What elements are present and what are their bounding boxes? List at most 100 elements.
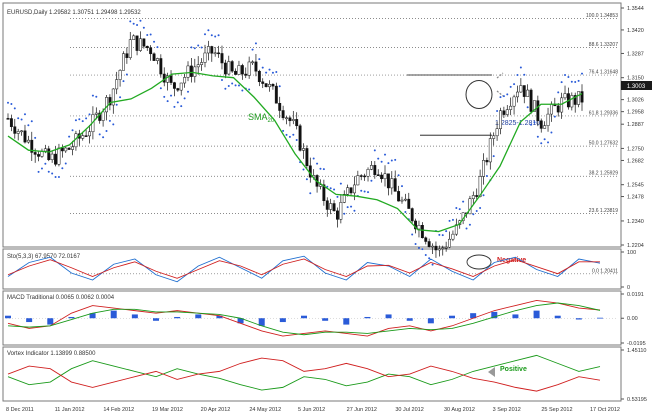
sar-dot: [292, 133, 295, 136]
sar-dot: [543, 138, 546, 141]
sar-dot: [234, 84, 237, 87]
macd-histogram-bar: [68, 316, 75, 319]
sar-dot: [533, 121, 536, 124]
sar-dot: [288, 135, 291, 138]
macd-histogram-bar: [406, 318, 413, 321]
sar-dot: [519, 66, 522, 69]
price-axis-label: 1.2545: [627, 183, 644, 189]
sar-dot: [329, 187, 332, 190]
candle-body: [471, 195, 475, 199]
fib-level-label: 50.0 1.27632: [589, 141, 618, 147]
positive-label: Positive: [500, 366, 527, 373]
macd-histogram-bar: [512, 314, 519, 319]
macd-macd-line: [7, 300, 601, 337]
sar-dot: [183, 97, 186, 100]
sar-dot: [438, 233, 441, 236]
sar-dot: [207, 29, 210, 32]
candle-body: [217, 52, 221, 55]
candle-body: [88, 131, 91, 137]
x-axis-label: 14 Feb 2012: [103, 407, 134, 413]
sar-dot: [322, 168, 325, 171]
candle-body: [125, 53, 129, 58]
candle-body: [278, 102, 282, 111]
sar-dot: [523, 73, 526, 76]
sar-dot: [458, 208, 461, 211]
macd-histogram-bar: [554, 315, 561, 319]
candle-body: [261, 81, 265, 84]
sar-dot: [176, 101, 179, 104]
candle-body: [108, 97, 112, 106]
sar-dot: [441, 234, 444, 237]
sar-dot: [465, 227, 468, 230]
price-axis-label: 1.3544: [627, 6, 644, 12]
candle-body: [84, 135, 88, 137]
candle-body: [54, 153, 58, 165]
sar-dot: [163, 95, 166, 98]
candle-body: [536, 100, 540, 121]
sar-dot: [275, 71, 278, 74]
candle-body: [206, 46, 210, 54]
sar-dot: [30, 120, 33, 123]
candle-body: [94, 112, 98, 115]
sma-label: SMA20: [248, 112, 275, 124]
candle-body: [519, 85, 523, 93]
sar-dot: [400, 185, 403, 188]
candle-body: [6, 118, 10, 120]
sar-dot: [581, 72, 583, 75]
candle-body: [9, 118, 13, 127]
candle-body: [529, 89, 533, 112]
candle-body: [179, 82, 183, 91]
stochastic-panel: [2, 248, 622, 290]
sar-dot: [139, 19, 142, 22]
sar-dot: [451, 218, 454, 221]
sar-dot: [455, 207, 458, 210]
sar-dot: [91, 94, 94, 97]
sar-dot: [102, 136, 105, 139]
candle-body: [424, 237, 428, 242]
candle-body: [478, 176, 482, 197]
vortex-arrow-icon: [488, 367, 495, 377]
x-axis-label: 27 Jun 2012: [347, 407, 377, 413]
candle-body: [101, 111, 105, 121]
candle-body: [213, 52, 217, 55]
sar-dot: [404, 210, 407, 213]
x-axis-label: 25 Sep 2012: [541, 407, 572, 413]
sar-dot: [431, 263, 434, 266]
sar-dot: [363, 190, 366, 193]
sar-dot: [17, 117, 20, 120]
sar-dot: [482, 194, 485, 197]
stochastic-title: Sto(5,3,3) 67.9570 72.0167: [7, 254, 81, 260]
sar-dot: [193, 47, 196, 50]
sar-dot: [475, 210, 478, 213]
candle-body: [369, 165, 373, 170]
sar-dot: [574, 81, 577, 84]
vortex-panel: [2, 346, 622, 402]
candle-body: [166, 75, 170, 83]
x-axis-label: 11 Jan 2012: [55, 407, 85, 413]
candle-body: [264, 83, 268, 88]
candle-body: [149, 47, 153, 55]
candle-body: [437, 248, 441, 251]
price-axis-label: 1.2750: [627, 146, 644, 152]
fib-level-label: 23.6 1.23819: [589, 208, 618, 214]
sar-dot: [397, 174, 400, 177]
sar-dot: [125, 73, 128, 76]
sar-dot: [71, 129, 74, 132]
candle-body: [230, 61, 234, 72]
macd-histogram-bar: [174, 316, 181, 319]
candle-body: [152, 53, 156, 61]
sar-dot: [203, 33, 206, 36]
sar-dot: [136, 24, 139, 27]
candle-body: [560, 97, 564, 113]
candle-body: [295, 119, 299, 127]
candle-body: [563, 93, 567, 99]
sar-dot: [445, 230, 448, 233]
candle-body: [356, 175, 360, 186]
sar-dot: [350, 205, 353, 208]
macd-histogram-bar: [131, 314, 138, 319]
sar-dot: [105, 129, 108, 132]
macd-histogram-bar: [533, 310, 540, 319]
candle-body: [543, 125, 547, 129]
sar-dot: [64, 162, 67, 165]
candle-body: [441, 247, 445, 250]
